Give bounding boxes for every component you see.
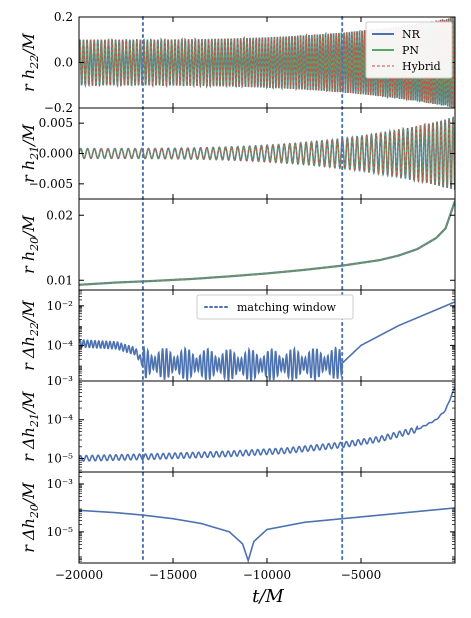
y-axis-label-sub-h20: 20 [28,237,41,252]
panel-h20-plot [79,200,455,286]
y-tick-label-dh20-0: 10⁻⁵ [47,525,74,539]
series-dh20 [79,507,455,563]
panel-h21-plot [79,116,455,190]
series-dh21 [79,386,455,462]
y-tick-label-h20-1: 0.02 [46,208,73,222]
series-hybrid-h20 [79,200,455,286]
y-axis-label-tail-dh21: /M [19,391,38,415]
y-tick-label-h21-1: 0.000 [39,147,73,161]
panel-dh21-plot [79,386,455,462]
y-axis-label-tail-h22: /M [19,32,38,56]
y-tick-label-h22-2: 0.2 [54,10,73,24]
series-pn-h20 [79,200,455,286]
x-tick-label-2: −10000 [243,568,291,582]
y-tick-label-dh22-0: 10⁻⁴ [47,338,74,352]
y-tick-label-dh22-1: 10⁻² [47,299,74,313]
matching-window-legend: matching window [196,294,354,320]
y-tick-label-h22-1: 0.0 [54,56,73,70]
panel-h20-frame [78,198,456,291]
y-tick-label-dh20-1: 10⁻³ [47,477,74,491]
y-axis-label-dh21: r Δh21/M [19,391,41,462]
y-axis-label-base-dh22: r Δh [19,336,38,371]
series-nr-h20 [79,200,455,286]
y-axis-label-sub-dh20: 20 [28,504,41,519]
x-axis-label: t/M [252,586,284,607]
series-dh22 [79,301,455,381]
panel-dh20-plot [79,507,455,563]
panel-dh20-frame [78,471,456,564]
y-axis-label-tail-dh22: /M [19,300,38,324]
y-axis-label-sub-dh21: 21 [28,413,41,428]
series-hybrid-h21 [79,116,455,190]
y-axis-label-tail-h20: /M [19,214,38,238]
series-legend: NR PN Hybrid [365,21,453,79]
y-axis-label-tail-dh20: /M [19,482,38,506]
x-tick-label-0: −20000 [55,568,103,582]
x-tick-label-1: −15000 [149,568,197,582]
series-hybrid-h22 [79,17,455,108]
y-axis-label-h20: r h20/M [19,214,41,273]
y-axis-label-sub-h22: 22 [28,55,41,70]
y-axis-label-base-dh21: r Δh [19,427,38,462]
y-axis-label-sub-h21: 21 [28,146,41,161]
y-axis-label-tail-h21: /M [19,123,38,147]
legend-label-1: PN [402,44,419,57]
y-tick-label-h21-2: 0.005 [39,116,73,130]
panel-h21-frame [78,107,456,200]
panel-dh22-plot [79,301,455,381]
legend-box [365,21,453,79]
panels [79,17,455,563]
y-axis-label-base-dh20: r Δh [19,518,38,553]
legend-label-0: NR [402,28,421,41]
series-pn-h21 [79,116,455,190]
y-axis-label-dh20: r Δh20/M [19,482,41,553]
window-legend-box [196,294,354,320]
legend-label-2: Hybrid [402,60,441,73]
y-axis-label-dh22: r Δh22/M [19,300,41,371]
y-tick-label-h20-0: 0.01 [46,273,73,287]
window-legend-label: matching window [237,301,336,314]
y-axis-label-base-h22: r h [19,69,38,92]
y-axis-label-base-h21: r h [19,160,38,183]
y-axis-label-h22: r h22/M [19,32,41,91]
y-tick-label-h21-0: −0.005 [29,177,73,191]
y-tick-label-dh21-0: 10⁻⁵ [47,451,74,465]
series-nr-h21 [79,116,455,190]
panel-h22-plot [79,17,455,108]
y-axis-label-base-h20: r h [19,251,38,274]
x-tick-label-3: −5000 [341,568,382,582]
y-axis-label-sub-dh22: 22 [28,322,41,337]
y-tick-label-dh21-1: 10⁻⁴ [47,413,74,427]
y-tick-label-dh21-2: 10⁻³ [47,374,74,388]
y-tick-label-h22-0: −0.2 [44,101,73,115]
y-axis-label-h21: r h21/M [19,123,41,182]
